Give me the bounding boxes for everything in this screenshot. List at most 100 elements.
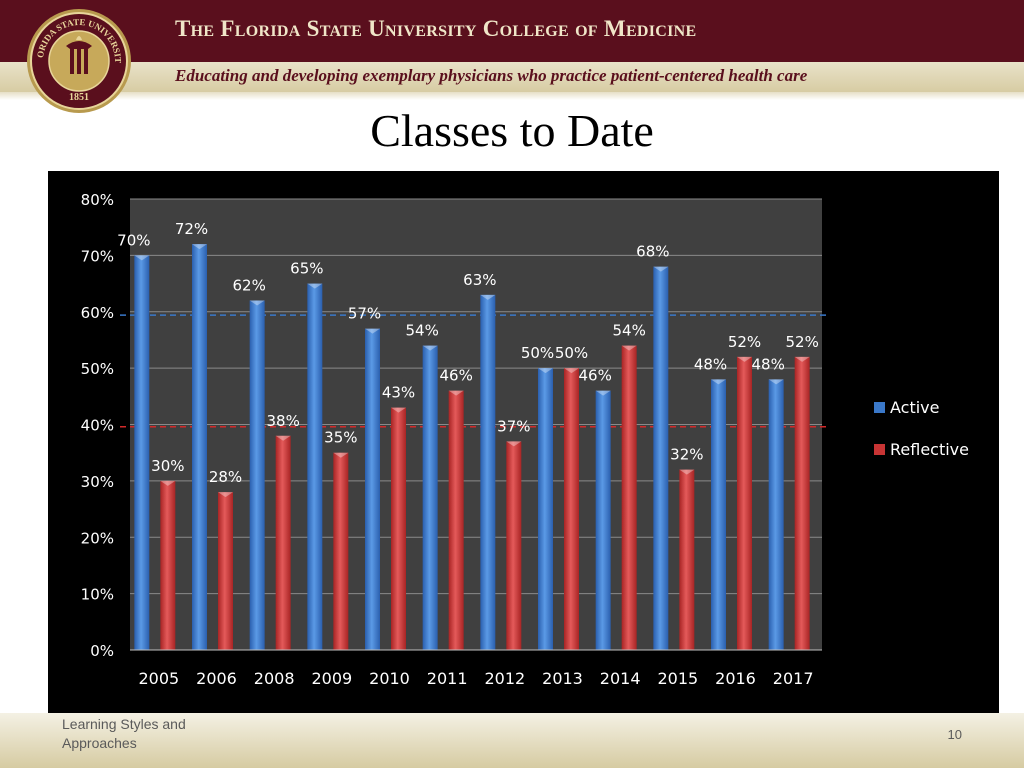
bar-active (307, 283, 323, 650)
legend-item-reflective: Reflective (874, 439, 969, 460)
bar-reflective (160, 480, 176, 650)
footer-band (0, 713, 1024, 768)
data-label-active: 48% (694, 355, 727, 373)
data-label-reflective: 38% (266, 412, 299, 430)
y-tick-label: 80% (81, 191, 114, 209)
bar-cap-reflective (218, 492, 233, 498)
x-tick-label: 2009 (311, 669, 352, 688)
x-tick-label: 2010 (369, 669, 410, 688)
bar-active (249, 300, 265, 650)
data-label-reflective: 52% (785, 333, 818, 351)
bar-cap-active (538, 368, 553, 374)
bar-reflective (794, 356, 810, 650)
bar-reflective (564, 368, 579, 650)
bar-reflective (621, 345, 637, 650)
data-label-reflective: 50% (555, 344, 588, 362)
bar-active (480, 294, 496, 650)
bar-reflective (506, 441, 522, 650)
bar-cap-active (768, 379, 784, 385)
legend-label-active: Active (890, 398, 940, 417)
bar-reflective (218, 492, 233, 650)
college-title: The Florida State University College of … (175, 16, 697, 41)
bar-cap-reflective (679, 469, 695, 475)
bar-reflective (333, 452, 349, 650)
x-tick-label: 2014 (600, 669, 641, 688)
bar-cap-reflective (333, 452, 349, 458)
data-label-active: 65% (290, 260, 323, 278)
bar-cap-active (653, 266, 669, 272)
bar-cap-active (480, 294, 496, 300)
data-label-reflective: 37% (497, 417, 530, 435)
bar-active (192, 244, 207, 650)
y-tick-label: 40% (81, 417, 114, 435)
bar-cap-active (595, 390, 611, 396)
x-tick-label: 2006 (196, 669, 237, 688)
bar-cap-active (192, 244, 207, 250)
data-label-reflective: 35% (324, 429, 357, 447)
data-label-active: 72% (175, 220, 208, 238)
bar-cap-reflective (737, 356, 752, 362)
seal-year: 1851 (69, 92, 89, 103)
university-seal: FLORIDA STATE UNIVERSITY 1851 (26, 8, 131, 113)
y-tick-label: 30% (81, 473, 114, 491)
bar-active (768, 379, 784, 650)
y-tick-label: 70% (81, 247, 114, 265)
data-label-active: 68% (636, 243, 669, 261)
slide-title: Classes to Date (370, 105, 654, 156)
x-tick-label: 2017 (773, 669, 814, 688)
data-label-reflective: 30% (151, 457, 184, 475)
data-label-active: 54% (405, 322, 438, 340)
bar-reflective (275, 435, 291, 650)
y-tick-label: 50% (81, 360, 114, 378)
data-label-reflective: 52% (728, 333, 761, 351)
bar-cap-reflective (448, 390, 464, 396)
bar-reflective (448, 390, 464, 650)
bar-reflective (391, 407, 406, 650)
data-label-reflective: 46% (439, 367, 472, 385)
data-label-reflective: 28% (209, 468, 242, 486)
data-label-active: 63% (463, 271, 496, 289)
bar-cap-reflective (794, 356, 810, 362)
legend-item-active: Active (874, 397, 969, 418)
tagline-band (0, 62, 1024, 92)
bar-cap-active (711, 379, 726, 385)
y-tick-label: 10% (81, 586, 114, 604)
x-tick-label: 2011 (427, 669, 468, 688)
bar-cap-reflective (391, 407, 406, 413)
bar-cap-reflective (506, 441, 522, 447)
bar-cap-active (249, 300, 265, 306)
page-number: 10 (947, 727, 962, 742)
legend-swatch-reflective (874, 444, 885, 455)
data-label-active: 46% (578, 367, 611, 385)
bar-cap-reflective (160, 480, 176, 486)
bar-active (595, 390, 611, 650)
legend-label-reflective: Reflective (890, 440, 969, 459)
bar-active (711, 379, 726, 650)
x-tick-label: 2013 (542, 669, 583, 688)
y-tick-label: 20% (81, 529, 114, 547)
x-tick-label: 2008 (254, 669, 295, 688)
header-fade (0, 92, 1024, 100)
bar-cap-active (422, 345, 438, 351)
bar-cap-active (134, 255, 150, 261)
data-label-active: 70% (117, 231, 150, 249)
x-tick-label: 2016 (715, 669, 756, 688)
bar-active (422, 345, 438, 650)
bar-cap-active (307, 283, 323, 289)
bar-active (653, 266, 669, 650)
data-label-active: 62% (232, 276, 265, 294)
data-label-reflective: 43% (382, 384, 415, 402)
bar-active (134, 255, 150, 650)
bar-chart: 0% 10% 20% 30% 40% 50% 60% 70% 80% 70% 72% 62% 65% 57… (81, 191, 828, 688)
footer-text: Learning Styles and Approaches (62, 716, 186, 751)
tagline: Educating and developing exemplary physi… (175, 66, 808, 85)
chart-panel: 0% 10% 20% 30% 40% 50% 60% 70% 80% 70% 72% 62% 65% 57… (48, 171, 999, 713)
y-tick-label: 0% (90, 642, 114, 660)
y-tick-label: 60% (81, 304, 114, 322)
bar-cap-reflective (564, 368, 579, 374)
bar-cap-active (365, 328, 380, 334)
chart-legend: Active Reflective (874, 397, 969, 481)
bar-cap-reflective (621, 345, 637, 351)
data-label-reflective: 54% (612, 322, 645, 340)
bar-cap-reflective (275, 435, 291, 441)
